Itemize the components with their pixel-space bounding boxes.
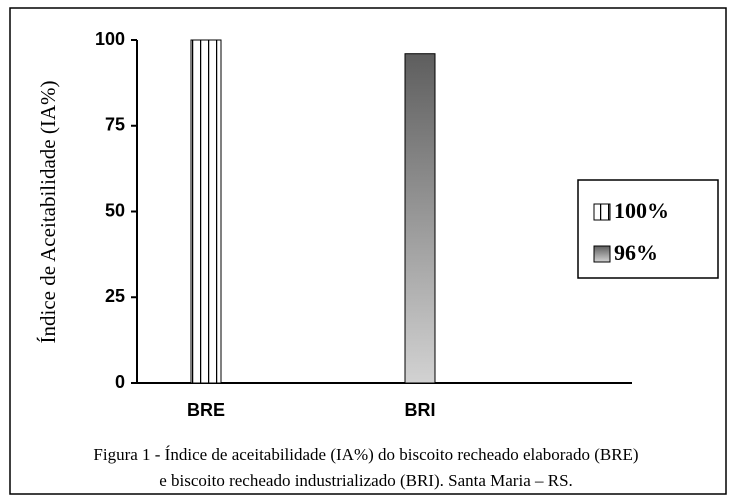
x-tick-label: BRI [405, 400, 436, 420]
legend-label: 96% [614, 240, 658, 265]
x-tick-label: BRE [187, 400, 225, 420]
caption: Figura 1 - Índice de aceitabilidade (IA%… [93, 445, 638, 464]
y-tick-label: 100 [95, 29, 125, 49]
y-tick-label: 75 [105, 115, 125, 135]
legend-swatch [593, 245, 611, 263]
caption: e biscoito recheado industrializado (BRI… [159, 471, 573, 490]
y-tick-label: 25 [105, 286, 125, 306]
legend-swatch [593, 203, 611, 221]
bar [404, 53, 436, 384]
y-tick-label: 0 [115, 372, 125, 392]
y-tick-label: 50 [105, 200, 125, 220]
bar [190, 39, 222, 384]
legend-label: 100% [614, 198, 669, 223]
y-axis-label: Índice de Aceitabilidade (IA%) [36, 81, 60, 344]
frame [9, 7, 727, 495]
